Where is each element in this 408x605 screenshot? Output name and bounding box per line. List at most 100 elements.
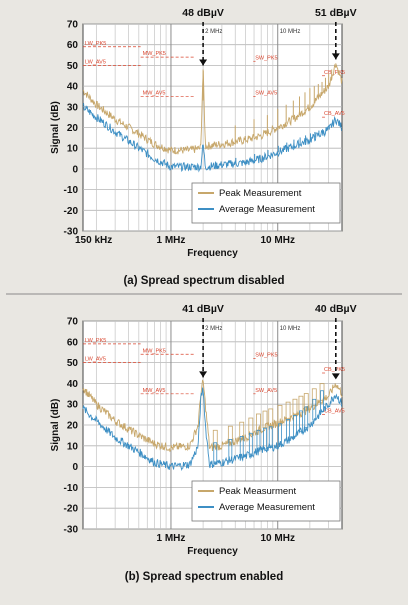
peak-bump — [227, 425, 233, 444]
y-tick-label: 40 — [67, 82, 79, 93]
series-line-peak — [82, 63, 343, 155]
average-bump — [263, 427, 267, 450]
y-tick-label: 20 — [67, 123, 79, 134]
limit-line-label: SW_AV5 — [255, 90, 277, 96]
x-tick-label: 10 MHz — [260, 235, 294, 246]
limit-line-label: CB_PK5 — [324, 70, 345, 76]
average-bump — [248, 432, 253, 455]
limit-line-label: MW_AV5 — [143, 388, 166, 394]
y-tick-label: 20 — [67, 421, 79, 432]
y-axis-label: Signal (dB) — [50, 101, 61, 154]
average-bump — [213, 442, 218, 464]
y-tick-label: 60 — [67, 40, 79, 51]
limit-line-label: LW_AV5 — [85, 59, 106, 65]
legend-label: Average Measurement — [219, 204, 315, 215]
average-bump — [293, 415, 297, 437]
y-tick-label: 50 — [67, 61, 79, 72]
peak-bump — [262, 410, 268, 429]
y-tick-label: 30 — [67, 102, 79, 113]
peak-bump — [319, 383, 325, 401]
limit-line-label: LW_PK5 — [85, 338, 106, 344]
average-bump — [228, 439, 233, 461]
series-line-peak — [82, 379, 343, 453]
average-bump — [299, 410, 303, 433]
y-axis-label: Signal (dB) — [50, 399, 61, 452]
peak-bump — [292, 398, 298, 417]
frequency-marker-label: 2 MHz — [205, 326, 222, 332]
x-tick-label: 150 kHz — [75, 235, 112, 246]
average-bump — [278, 423, 282, 445]
y-tick-label: -20 — [64, 206, 79, 217]
peak-bump — [277, 404, 283, 423]
annotation-label: 48 dBµV — [182, 7, 224, 19]
y-tick-label: 60 — [67, 337, 79, 348]
average-bump — [239, 436, 244, 458]
annotation-label: 40 dBµV — [315, 303, 357, 315]
limit-line-label: LW_PK5 — [85, 41, 106, 47]
series-line-average — [82, 387, 343, 471]
x-tick-label: 1 MHz — [157, 235, 186, 246]
panel-caption: (b) Spread spectrum enabled — [125, 571, 283, 583]
peak-bump — [298, 395, 304, 414]
x-tick-label: 1 MHz — [157, 533, 186, 544]
limit-line-label: MW_PK5 — [143, 348, 166, 354]
average-bump — [268, 426, 273, 448]
limit-line-label: LW_AV5 — [85, 357, 106, 363]
y-tick-label: 40 — [67, 379, 79, 390]
limit-line-label: MW_AV5 — [143, 90, 166, 96]
limit-line-label: MW_PK5 — [143, 51, 166, 57]
y-tick-label: 0 — [72, 462, 78, 473]
y-tick-label: 70 — [67, 317, 79, 328]
y-tick-label: -30 — [64, 227, 79, 238]
y-tick-label: 10 — [67, 144, 79, 155]
average-bump — [304, 406, 309, 429]
chart-a-spread-spectrum-disabled: -30 -20 -10 0 10 20 30 40 50 60 70 150 kHz 1 MHz 10 M… — [50, 7, 357, 287]
peak-bump — [268, 408, 274, 426]
legend-box — [191, 182, 341, 224]
series-line-average — [82, 102, 343, 173]
y-tick-label: 10 — [67, 441, 79, 452]
annotation-label: 41 dBµV — [182, 303, 224, 315]
annotation-arrow-head — [199, 371, 208, 378]
limit-line-label: CB_PK5 — [324, 367, 345, 373]
peak-bump — [239, 421, 245, 440]
limit-line-label: SW_AV5 — [255, 388, 277, 394]
annotation-arrow-head — [199, 59, 208, 66]
annotation-arrow-head — [331, 373, 340, 380]
panel-caption: (a) Spread spectrum disabled — [123, 275, 284, 287]
x-tick-label: 10 MHz — [260, 533, 294, 544]
y-tick-label: 70 — [67, 20, 79, 31]
y-tick-label: 30 — [67, 400, 79, 411]
average-bump — [320, 390, 324, 412]
average-bump — [256, 429, 261, 452]
peak-bump — [303, 393, 309, 411]
frequency-marker-label: 10 MHz — [280, 326, 301, 332]
average-bump — [312, 398, 317, 421]
peak-bump — [285, 401, 291, 420]
y-tick-label: -10 — [64, 185, 79, 196]
annotation-arrow-head — [331, 53, 340, 60]
x-axis-label: Frequency — [187, 546, 238, 557]
legend-box — [191, 480, 341, 522]
y-tick-label: -10 — [64, 483, 79, 494]
limit-line-label: CB_AV5 — [324, 409, 345, 415]
frequency-marker-label: 2 MHz — [205, 29, 222, 35]
y-tick-label: -20 — [64, 504, 79, 515]
peak-bump — [248, 417, 254, 436]
limit-line-label: CB_AV5 — [324, 111, 345, 117]
frequency-marker-label: 10 MHz — [280, 29, 301, 35]
limit-line-label: SW_PK5 — [255, 55, 277, 61]
legend-label: Average Measurement — [219, 502, 315, 513]
legend-label: Peak Measurment — [219, 486, 296, 497]
chart-b-spread-spectrum-enabled: -30 -20 -10 0 10 20 30 40 50 60 70 1 MHz 10 MHz 2 MHz… — [50, 303, 357, 583]
limit-line-label: SW_PK5 — [255, 352, 277, 358]
legend-label: Peak Measurement — [219, 188, 302, 199]
peak-bump — [212, 429, 218, 448]
annotation-label: 51 dBµV — [315, 7, 357, 19]
y-tick-label: -30 — [64, 525, 79, 536]
x-axis-label: Frequency — [187, 248, 238, 259]
y-tick-label: 50 — [67, 358, 79, 369]
peak-bump — [311, 388, 317, 406]
